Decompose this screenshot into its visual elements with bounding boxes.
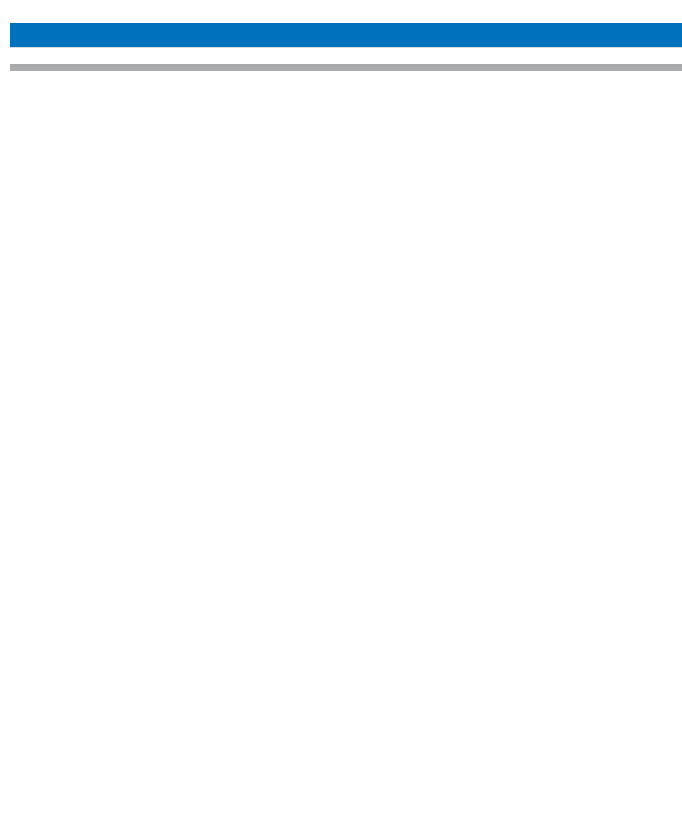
stock-infographic <box>0 0 682 71</box>
footnote-row <box>10 47 682 67</box>
stock-table <box>10 23 682 71</box>
table-header-row <box>10 23 682 47</box>
bottom-bar <box>10 67 682 71</box>
title-area <box>0 0 682 13</box>
